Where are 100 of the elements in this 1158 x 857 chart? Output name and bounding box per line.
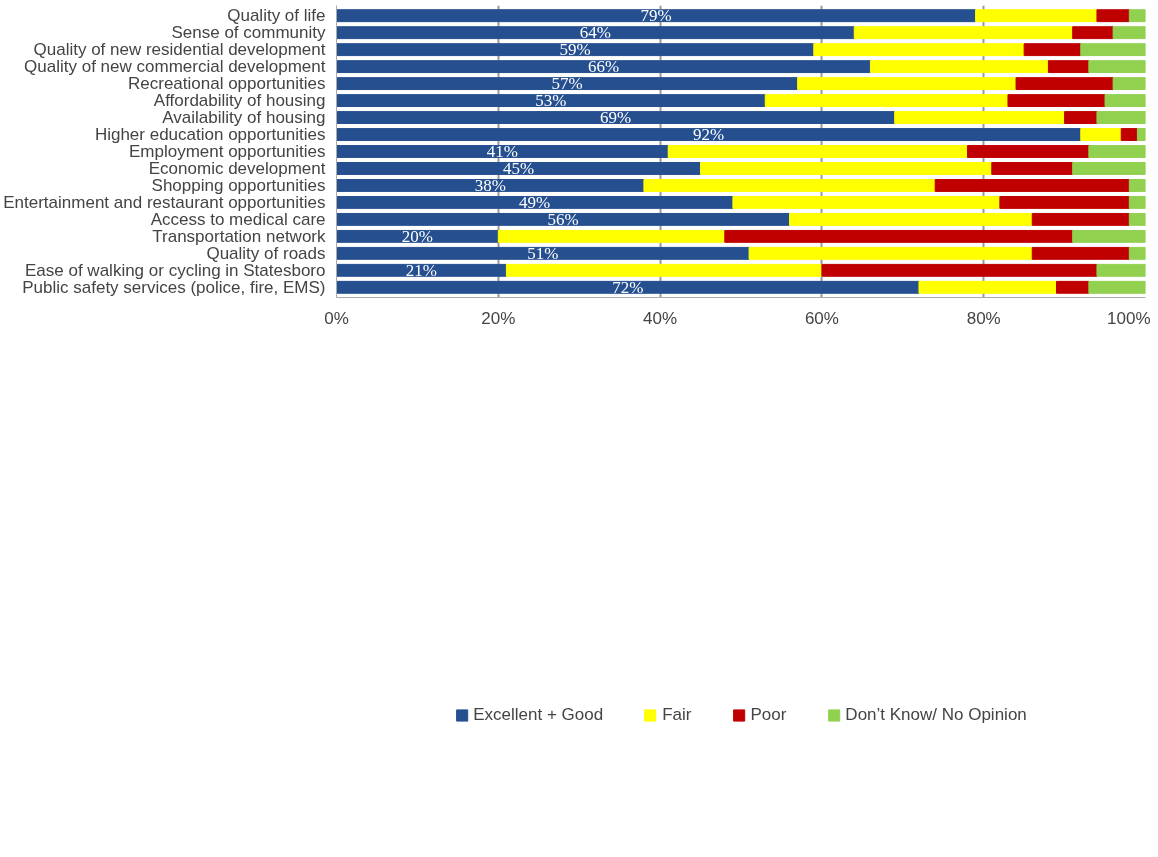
x-tick-label: 0% xyxy=(324,308,349,328)
bar xyxy=(336,77,799,91)
bar xyxy=(336,195,734,209)
y-tick-label: Transportation network xyxy=(152,226,326,246)
data-label: 57% xyxy=(551,74,583,94)
y-tick-label: Availability of housing xyxy=(162,108,326,128)
bar xyxy=(336,263,507,277)
bar xyxy=(336,162,702,175)
data-label: 66% xyxy=(587,57,620,77)
y-tick-label: Quality of roads xyxy=(206,243,326,263)
bar xyxy=(1104,94,1146,108)
bar xyxy=(336,229,499,243)
bar xyxy=(1128,9,1146,23)
data-label: 92% xyxy=(693,125,725,145)
bar xyxy=(789,212,1033,226)
bar xyxy=(853,26,1074,40)
x-tick-label: 80% xyxy=(966,308,1001,328)
legend-label: Excellent + Good xyxy=(473,705,604,725)
bar xyxy=(336,9,977,23)
bar xyxy=(505,263,823,277)
bar xyxy=(1088,280,1146,294)
bar xyxy=(1096,9,1130,23)
bar xyxy=(732,195,1001,209)
bar xyxy=(1031,212,1130,226)
bar xyxy=(336,94,766,108)
bar xyxy=(1112,26,1146,40)
y-tick-label: Sense of community xyxy=(171,23,326,43)
data-label: 79% xyxy=(640,6,672,26)
bar xyxy=(1072,162,1146,175)
bar xyxy=(667,145,969,158)
data-label: 21% xyxy=(405,260,438,280)
bar xyxy=(1112,77,1146,91)
bar xyxy=(1056,280,1090,294)
bar xyxy=(869,60,1049,74)
bar xyxy=(1128,212,1146,226)
bar xyxy=(1015,77,1114,91)
bar xyxy=(975,9,1098,23)
bar xyxy=(1096,111,1146,124)
bar xyxy=(1023,43,1082,57)
bar xyxy=(643,179,936,192)
data-label: 64% xyxy=(579,23,611,43)
data-label: 51% xyxy=(527,243,559,263)
y-tick-label: Quality of new commercial development xyxy=(24,57,326,77)
legend-label: Poor xyxy=(750,705,787,725)
y-tick-label: Quality of new residential development xyxy=(33,40,326,60)
bar xyxy=(1088,60,1146,74)
bar xyxy=(764,94,1009,108)
bar xyxy=(991,162,1074,175)
bar xyxy=(724,229,1074,243)
data-label: 20% xyxy=(401,226,433,246)
data-label: 41% xyxy=(486,142,518,161)
bar xyxy=(1080,43,1146,57)
data-label: 45% xyxy=(502,158,535,178)
bar xyxy=(336,145,669,158)
bar xyxy=(999,195,1130,209)
bar xyxy=(797,77,1017,91)
x-tick-label: 20% xyxy=(481,308,516,328)
data-label: 53% xyxy=(535,91,567,111)
bar xyxy=(1128,179,1146,192)
bar xyxy=(821,263,1098,277)
data-label: 69% xyxy=(600,108,632,128)
bar xyxy=(1031,246,1130,260)
y-tick-label: Affordability of housing xyxy=(153,91,326,111)
y-tick-label: Quality of life xyxy=(227,6,326,26)
data-label: 56% xyxy=(547,209,579,229)
x-tick-label: 40% xyxy=(643,308,678,328)
bar xyxy=(1080,128,1122,141)
bar xyxy=(1120,128,1138,141)
bar xyxy=(894,111,1066,124)
bar xyxy=(336,128,1082,141)
bar xyxy=(336,280,920,294)
x-tick-label: 100% xyxy=(1107,308,1151,328)
x-tick-label: 60% xyxy=(804,308,839,328)
bar xyxy=(1128,246,1146,260)
bar xyxy=(1088,145,1146,158)
bar xyxy=(1072,26,1114,40)
bar xyxy=(967,145,1090,158)
bar xyxy=(1007,94,1106,108)
bar xyxy=(1096,263,1146,277)
bar xyxy=(1072,229,1146,243)
bar xyxy=(336,60,871,74)
bar xyxy=(918,280,1058,294)
y-tick-label: Employment opportunities xyxy=(128,142,326,161)
legend-label: Don’t Know/ No Opinion xyxy=(845,705,1027,725)
bar xyxy=(934,179,1130,192)
bar xyxy=(336,246,750,260)
bar xyxy=(700,162,993,175)
y-tick-label: Recreational opportunities xyxy=(127,74,326,94)
legend-label: Fair xyxy=(662,705,692,725)
bar xyxy=(336,111,896,124)
bar xyxy=(748,246,1033,260)
bar xyxy=(497,229,726,243)
bar xyxy=(813,43,1025,57)
bar xyxy=(336,179,645,192)
data-label: 72% xyxy=(612,277,644,297)
y-tick-label: Higher education opportunities xyxy=(94,125,326,145)
bar xyxy=(1128,195,1146,209)
data-label: 38% xyxy=(474,175,506,195)
data-label: 49% xyxy=(519,192,551,212)
bar xyxy=(336,26,855,40)
